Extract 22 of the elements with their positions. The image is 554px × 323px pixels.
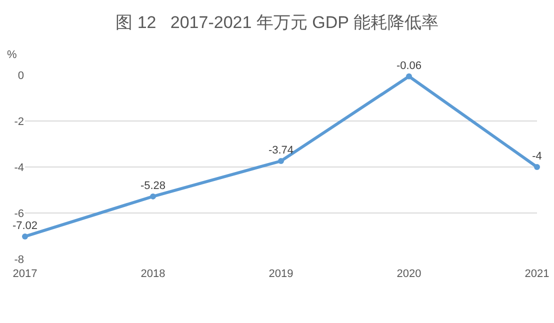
- point: [406, 73, 412, 80]
- point: [278, 158, 284, 164]
- x-tick-label: 2021: [524, 268, 550, 280]
- data-label: -7.02: [12, 220, 38, 232]
- x-tick-label: 2017: [12, 268, 38, 280]
- y-tick-label: -4: [14, 162, 24, 174]
- data-label: -0.06: [396, 60, 422, 72]
- y-tick-label: -8: [14, 254, 24, 266]
- data-label: -3.74: [268, 144, 294, 157]
- y-tick-label: -6: [14, 208, 24, 220]
- data-label: -4: [532, 150, 542, 162]
- x-tick-label: 2020: [396, 268, 422, 280]
- point: [22, 233, 28, 240]
- y-axis-title: %: [7, 49, 17, 61]
- y-tick-label: -2: [14, 116, 24, 128]
- point: [150, 193, 156, 200]
- data-label: -5.28: [140, 180, 166, 192]
- x-tick-label: 2019: [268, 268, 294, 280]
- x-tick-label: 2018: [140, 268, 166, 280]
- chart-title: 图 12 2017-2021 年万元 GDP 能耗降低率: [116, 13, 438, 32]
- point: [534, 164, 540, 170]
- y-tick-label: 0: [18, 70, 24, 82]
